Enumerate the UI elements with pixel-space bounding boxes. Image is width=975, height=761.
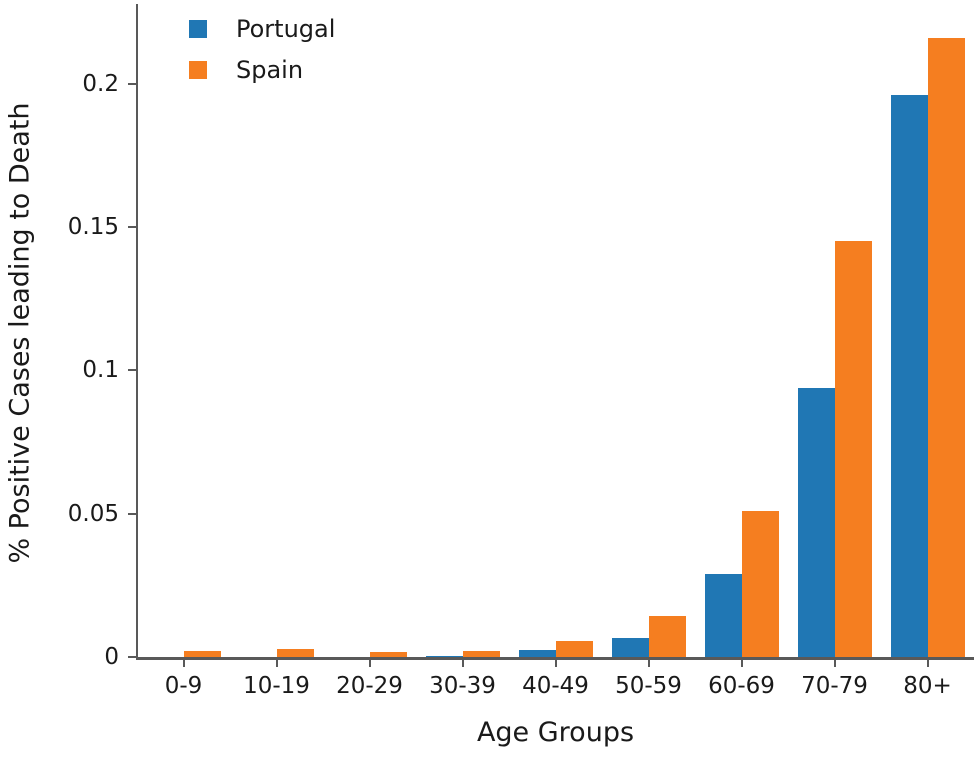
y-tick-label: 0.2 [82,70,119,97]
legend: Portugal Spain [189,16,335,98]
bar-spain-60-69 [741,511,779,657]
bar-portugal-60-69 [704,574,742,657]
x-tick-label: 30-39 [429,673,496,699]
y-tick-mark [128,369,137,372]
legend-swatch-portugal [189,20,207,38]
bar-spain-0-9 [183,651,221,657]
x-tick-mark [275,657,278,667]
y-tick-mark [128,656,137,658]
x-axis-title: Age Groups [476,717,635,748]
legend-swatch-spain [189,61,207,79]
y-tick-mark [128,82,137,85]
y-tick-label: 0.05 [67,500,119,527]
bar-portugal-70-79 [797,388,835,657]
x-tick-mark [368,657,371,667]
legend-label-spain: Spain [236,56,304,84]
bar-spain-10-19 [276,649,314,657]
x-tick-mark [461,657,464,667]
x-tick-label: 70-79 [801,673,868,699]
x-tick-mark [182,657,185,667]
bar-portugal-50-59 [611,638,649,657]
y-axis-spine [136,4,138,659]
legend-item-spain: Spain [189,57,335,83]
x-tick-label: 50-59 [615,673,682,699]
bar-spain-50-59 [648,616,686,657]
x-tick-label: 40-49 [522,673,589,699]
bar-spain-40-49 [555,641,593,657]
x-tick-mark [740,657,743,667]
x-tick-label: 20-29 [336,673,403,699]
x-tick-label: 10-19 [243,673,310,699]
y-tick-mark [128,512,137,515]
bar-portugal-30-39 [425,656,463,657]
x-tick-mark [647,657,650,667]
y-tick-label: 0 [104,644,119,670]
x-tick-label: 60-69 [708,673,775,699]
y-tick-label: 0.1 [82,357,119,384]
bar-spain-30-39 [462,651,500,657]
x-tick-mark [833,657,836,667]
bar-spain-20-29 [369,652,407,657]
x-tick-label: 0-9 [164,673,203,699]
bar-spain-80+ [927,38,965,657]
y-axis-title: % Positive Cases leading to Death [4,102,36,564]
bar-portugal-40-49 [518,650,556,657]
legend-item-portugal: Portugal [189,16,335,42]
y-tick-label: 0.15 [67,214,119,241]
y-tick-mark [128,226,137,229]
bar-spain-70-79 [834,241,872,657]
bar-portugal-80+ [890,95,928,657]
legend-label-portugal: Portugal [236,15,336,43]
x-tick-mark [926,657,929,667]
x-tick-label: 80+ [903,673,952,699]
x-tick-mark [554,657,557,667]
